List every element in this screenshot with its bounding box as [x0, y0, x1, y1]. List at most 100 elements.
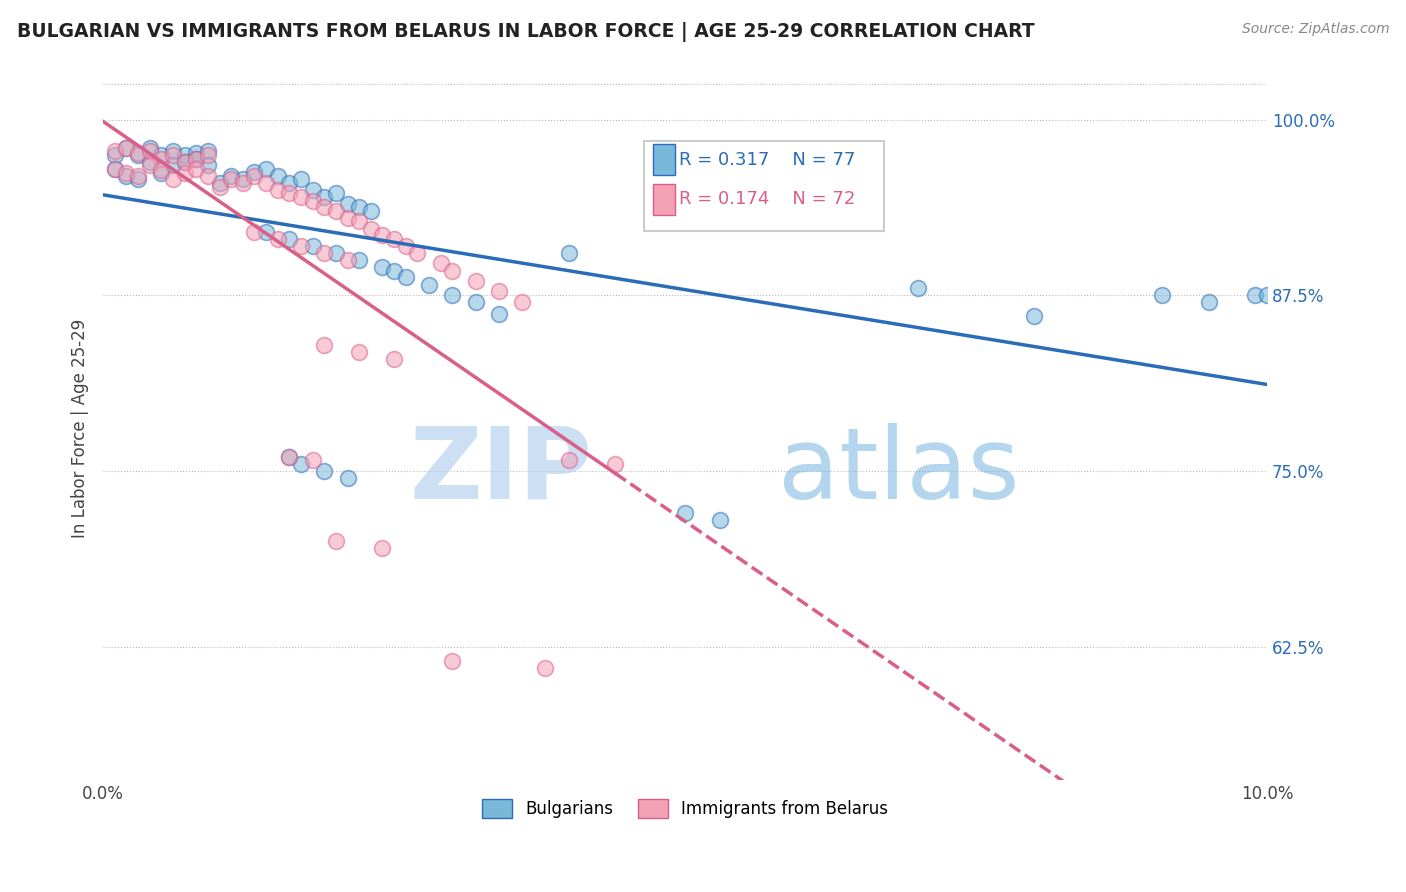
Point — [1256, 288, 1278, 302]
Point — [254, 176, 277, 190]
Point — [197, 158, 219, 172]
Point — [150, 147, 173, 161]
Point — [173, 154, 195, 169]
Point — [267, 232, 290, 246]
Point — [104, 147, 127, 161]
Point — [1244, 288, 1267, 302]
Point — [1198, 295, 1220, 310]
Point — [267, 169, 290, 183]
Point — [325, 204, 347, 219]
Point — [104, 161, 127, 176]
Text: R = 0.174    N = 72: R = 0.174 N = 72 — [679, 190, 855, 208]
Point — [347, 344, 370, 359]
Point — [371, 260, 394, 275]
Point — [197, 144, 219, 158]
Point — [197, 147, 219, 161]
Point — [138, 144, 160, 158]
Point — [1152, 288, 1174, 302]
Point — [243, 169, 266, 183]
Point — [138, 154, 160, 169]
Point — [162, 147, 184, 161]
Point — [488, 284, 510, 298]
Point — [127, 147, 149, 161]
Point — [104, 161, 127, 176]
Point — [278, 450, 301, 464]
Point — [441, 288, 464, 302]
Point — [243, 164, 266, 178]
Point — [418, 278, 440, 293]
Point — [336, 197, 359, 211]
Point — [138, 141, 160, 155]
Point — [325, 186, 347, 200]
Point — [254, 161, 277, 176]
Point — [441, 654, 464, 668]
Point — [314, 190, 336, 204]
Point — [395, 239, 418, 253]
Legend: Bulgarians, Immigrants from Belarus: Bulgarians, Immigrants from Belarus — [475, 792, 896, 825]
Point — [243, 225, 266, 239]
Point — [360, 222, 382, 236]
Point — [115, 141, 138, 155]
Text: ZIP: ZIP — [409, 423, 592, 519]
Text: atlas: atlas — [778, 423, 1019, 519]
Point — [360, 204, 382, 219]
Point — [347, 214, 370, 228]
Point — [173, 166, 195, 180]
Point — [197, 169, 219, 183]
Point — [115, 169, 138, 183]
Text: Source: ZipAtlas.com: Source: ZipAtlas.com — [1241, 22, 1389, 37]
Point — [127, 171, 149, 186]
Point — [301, 452, 323, 467]
Point — [290, 457, 312, 471]
Point — [336, 253, 359, 268]
Point — [382, 264, 405, 278]
Point — [186, 152, 208, 166]
Point — [219, 171, 242, 186]
Point — [464, 274, 486, 288]
Point — [605, 457, 627, 471]
Point — [208, 180, 231, 194]
Point — [150, 166, 173, 180]
Point — [325, 246, 347, 260]
Point — [464, 295, 486, 310]
Point — [290, 239, 312, 253]
Point — [557, 452, 579, 467]
Y-axis label: In Labor Force | Age 25-29: In Labor Force | Age 25-29 — [72, 319, 89, 539]
Point — [673, 506, 696, 520]
Point — [104, 144, 127, 158]
Point — [115, 166, 138, 180]
Text: R = 0.317    N = 77: R = 0.317 N = 77 — [679, 151, 855, 169]
Text: BULGARIAN VS IMMIGRANTS FROM BELARUS IN LABOR FORCE | AGE 25-29 CORRELATION CHAR: BULGARIAN VS IMMIGRANTS FROM BELARUS IN … — [17, 22, 1035, 42]
Point — [173, 154, 195, 169]
Point — [406, 246, 429, 260]
Point — [254, 225, 277, 239]
Point — [314, 337, 336, 351]
Point — [232, 176, 254, 190]
Point — [907, 281, 929, 295]
Point — [219, 169, 242, 183]
Point — [347, 200, 370, 214]
Point — [162, 171, 184, 186]
Point — [127, 169, 149, 183]
Point — [371, 541, 394, 556]
Point — [382, 351, 405, 366]
Point — [278, 450, 301, 464]
Point — [186, 152, 208, 166]
Point — [127, 146, 149, 161]
Point — [709, 513, 731, 527]
Point — [138, 158, 160, 172]
Point — [371, 227, 394, 242]
Point — [115, 141, 138, 155]
Point — [186, 146, 208, 161]
Point — [290, 190, 312, 204]
Point — [314, 200, 336, 214]
Point — [510, 295, 533, 310]
Point — [150, 152, 173, 166]
Point — [557, 246, 579, 260]
Point — [1024, 310, 1046, 324]
Point — [325, 534, 347, 549]
Point — [162, 144, 184, 158]
Point — [232, 171, 254, 186]
Point — [347, 253, 370, 268]
Point — [395, 270, 418, 285]
